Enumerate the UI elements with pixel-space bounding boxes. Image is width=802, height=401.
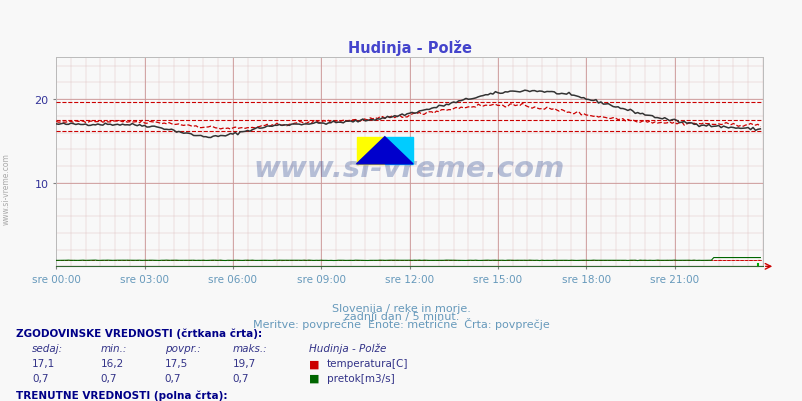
Bar: [384, 138, 412, 164]
Text: pretok[m3/s]: pretok[m3/s]: [326, 373, 394, 383]
Title: Hudinja - Polže: Hudinja - Polže: [347, 40, 471, 56]
Text: sedaj:: sedaj:: [32, 343, 63, 353]
Text: zadnji dan / 5 minut.: zadnji dan / 5 minut.: [343, 311, 459, 321]
Text: Slovenija / reke in morje.: Slovenija / reke in morje.: [332, 303, 470, 313]
Text: Hudinja - Polže: Hudinja - Polže: [309, 343, 386, 353]
Text: ■: ■: [309, 358, 319, 369]
Text: ■: ■: [309, 373, 319, 383]
Polygon shape: [356, 138, 412, 164]
Text: 17,5: 17,5: [164, 358, 188, 369]
Text: 19,7: 19,7: [233, 358, 256, 369]
Text: 0,7: 0,7: [233, 373, 249, 383]
Text: www.si-vreme.com: www.si-vreme.com: [253, 155, 565, 182]
Text: 0,7: 0,7: [164, 373, 181, 383]
Text: 17,1: 17,1: [32, 358, 55, 369]
Text: povpr.:: povpr.:: [164, 343, 200, 353]
Text: Meritve: povprečne  Enote: metrične  Črta: povprečje: Meritve: povprečne Enote: metrične Črta:…: [253, 317, 549, 329]
Text: 0,7: 0,7: [32, 373, 49, 383]
Text: 16,2: 16,2: [100, 358, 124, 369]
Bar: [356, 138, 384, 164]
Text: maks.:: maks.:: [233, 343, 267, 353]
Text: TRENUTNE VREDNOSTI (polna črta):: TRENUTNE VREDNOSTI (polna črta):: [16, 389, 227, 400]
Text: ZGODOVINSKE VREDNOSTI (črtkana črta):: ZGODOVINSKE VREDNOSTI (črtkana črta):: [16, 328, 262, 338]
Text: min.:: min.:: [100, 343, 127, 353]
Text: 0,7: 0,7: [100, 373, 117, 383]
Text: temperatura[C]: temperatura[C]: [326, 358, 407, 369]
Text: www.si-vreme.com: www.si-vreme.com: [2, 153, 11, 224]
